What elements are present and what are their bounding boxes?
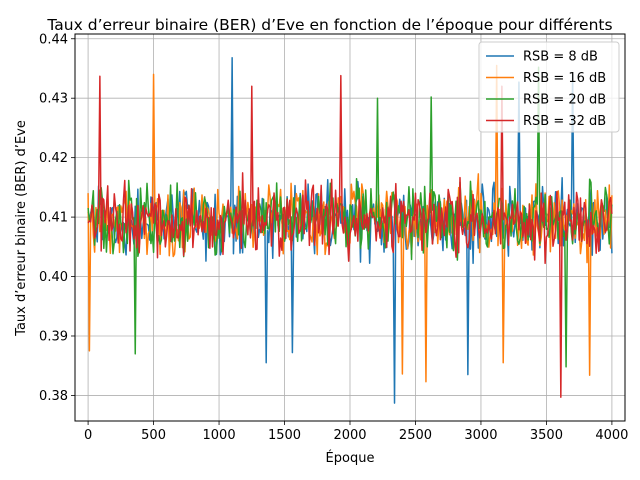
- series-line-3: [87, 66, 613, 368]
- legend-label: RSB = 8 dB: [523, 50, 598, 65]
- legend-label: RSB = 20 dB: [523, 93, 606, 108]
- y-tick-label: 0.40: [39, 270, 68, 285]
- series-line-4: [87, 74, 613, 398]
- series-lines: [87, 57, 613, 404]
- legend-label: RSB = 16 dB: [523, 71, 606, 86]
- x-tick-label: 0: [84, 428, 92, 443]
- legend: RSB = 8 dB RSB = 16 dB RSB = 20 dB RSB = 32…: [478, 41, 620, 133]
- x-tick-label: 1000: [203, 428, 236, 443]
- y-tick-label: 0.39: [39, 329, 68, 344]
- x-tick-label: 2500: [399, 428, 432, 443]
- legend-box: [478, 41, 620, 133]
- y-tick-label: 0.43: [39, 92, 68, 107]
- x-axis-label: Époque: [326, 450, 375, 466]
- x-tick-label: 3500: [530, 428, 563, 443]
- y-tick-label: 0.42: [39, 151, 68, 166]
- x-tick-label: 1500: [268, 428, 301, 443]
- legend-label: RSB = 32 dB: [523, 114, 606, 129]
- x-axis-ticks: 0 500 1000 1500 2000 2500 3000 3500 4000: [84, 421, 628, 443]
- y-tick-label: 0.44: [39, 32, 68, 47]
- x-tick-label: 2000: [333, 428, 366, 443]
- x-tick-label: 500: [141, 428, 166, 443]
- x-tick-label: 4000: [595, 428, 628, 443]
- y-tick-label: 0.41: [39, 211, 68, 226]
- y-tick-label: 0.38: [39, 389, 68, 404]
- y-axis-ticks: 0.38 0.39 0.40 0.41 0.42 0.43 0.44: [39, 32, 75, 404]
- chart-title: Taux d’erreur binaire (BER) d’Eve en fon…: [46, 16, 612, 34]
- x-tick-label: 3000: [464, 428, 497, 443]
- y-axis-label: Taux d’erreur binaire (BER) d’Eve: [14, 120, 29, 337]
